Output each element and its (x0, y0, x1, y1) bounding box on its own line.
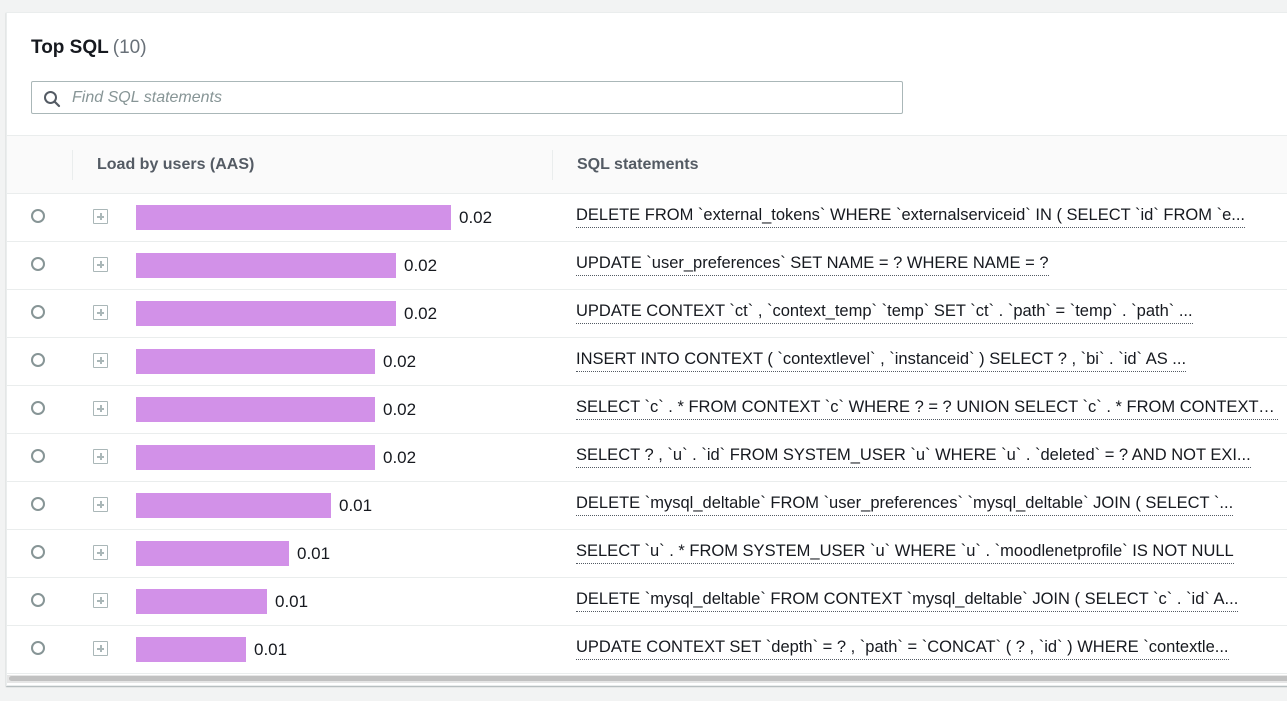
row-select-radio[interactable] (31, 353, 45, 367)
expand-icon[interactable] (93, 449, 108, 464)
row-select-radio[interactable] (31, 449, 45, 463)
sql-statement-link[interactable]: UPDATE `user_preferences` SET NAME = ? W… (576, 254, 1049, 276)
sql-statement-link[interactable]: SELECT `u` . * FROM SYSTEM_USER `u` WHER… (576, 542, 1234, 564)
search-input[interactable] (72, 82, 892, 113)
sql-statement-link[interactable]: DELETE `mysql_deltable` FROM CONTEXT `my… (576, 590, 1239, 612)
column-header-sql[interactable]: SQL statements (577, 156, 699, 173)
row-select-radio[interactable] (31, 257, 45, 271)
column-divider[interactable] (72, 150, 73, 180)
column-header-load[interactable]: Load by users (AAS) (97, 156, 255, 173)
load-value: 0.02 (404, 256, 438, 275)
load-bar (136, 397, 375, 422)
search-icon (44, 91, 61, 108)
expand-icon[interactable] (93, 641, 108, 656)
table-row[interactable]: 0.02 SELECT ? , `u` . `id` FROM SYSTEM_US… (7, 433, 1287, 482)
load-value: 0.02 (459, 208, 493, 227)
sql-statement-link[interactable]: SELECT ? , `u` . `id` FROM SYSTEM_USER `… (576, 446, 1251, 468)
load-bar (136, 205, 451, 230)
load-bar (136, 253, 396, 278)
expand-icon[interactable] (93, 497, 108, 512)
load-bar (136, 589, 267, 614)
load-bar (136, 541, 289, 566)
row-select-radio[interactable] (31, 593, 45, 607)
expand-icon[interactable] (93, 545, 108, 560)
load-bar (136, 637, 246, 662)
horizontal-scrollbar[interactable] (7, 675, 1287, 683)
load-bar (136, 301, 396, 326)
row-select-radio[interactable] (31, 497, 45, 511)
top-sql-panel: Top SQL(10) Load by users (AAS) SQL stat… (6, 12, 1287, 686)
table-row[interactable]: 0.02 SELECT `c` . * FROM CONTEXT `c` WHER… (7, 385, 1287, 434)
table-row[interactable]: 0.01 DELETE `mysql_deltable` FROM `user_p… (7, 481, 1287, 530)
sql-statement-link[interactable]: UPDATE CONTEXT `ct` , `context_temp` `te… (576, 302, 1193, 324)
table-row[interactable]: 0.01 DELETE `mysql_deltable` FROM CONTEXT… (7, 577, 1287, 626)
sql-statement-link[interactable]: INSERT INTO CONTEXT ( `contextlevel` , `… (576, 350, 1187, 372)
scrollbar-thumb[interactable] (9, 676, 1287, 681)
table-header: Load by users (AAS) SQL statements (7, 135, 1287, 194)
table-row[interactable]: 0.01 SELECT `u` . * FROM SYSTEM_USER `u` … (7, 529, 1287, 578)
load-bar (136, 445, 375, 470)
expand-icon[interactable] (93, 401, 108, 416)
expand-icon[interactable] (93, 593, 108, 608)
load-value: 0.02 (383, 400, 417, 419)
search-box[interactable] (31, 81, 903, 114)
panel-title: Top SQL (31, 37, 109, 58)
sql-statement-link[interactable]: SELECT `c` . * FROM CONTEXT `c` WHERE ? … (576, 398, 1278, 420)
load-value: 0.01 (275, 592, 309, 611)
load-value: 0.02 (383, 352, 417, 371)
expand-icon[interactable] (93, 209, 108, 224)
load-value: 0.01 (339, 496, 373, 515)
row-select-radio[interactable] (31, 209, 45, 223)
statement-count: (10) (112, 37, 147, 58)
load-bar (136, 349, 375, 374)
load-value: 0.02 (404, 304, 438, 323)
expand-icon[interactable] (93, 305, 108, 320)
expand-icon[interactable] (93, 257, 108, 272)
table-row[interactable]: 0.02 UPDATE CONTEXT `ct` , `context_temp`… (7, 289, 1287, 338)
column-divider[interactable] (552, 150, 553, 180)
table-row[interactable]: 0.01 UPDATE CONTEXT SET `depth` = ? , `pa… (7, 625, 1287, 674)
sql-statement-link[interactable]: DELETE FROM `external_tokens` WHERE `ext… (576, 206, 1246, 228)
row-select-radio[interactable] (31, 401, 45, 415)
row-select-radio[interactable] (31, 641, 45, 655)
row-select-radio[interactable] (31, 305, 45, 319)
table-row[interactable]: 0.02 INSERT INTO CONTEXT ( `contextlevel`… (7, 337, 1287, 386)
table-row[interactable]: 0.02 DELETE FROM `external_tokens` WHERE … (7, 193, 1287, 242)
table-row[interactable]: 0.02 UPDATE `user_preferences` SET NAME =… (7, 241, 1287, 290)
expand-icon[interactable] (93, 353, 108, 368)
sql-statement-link[interactable]: DELETE `mysql_deltable` FROM `user_prefe… (576, 494, 1234, 516)
load-value: 0.01 (254, 640, 288, 659)
sql-statement-link[interactable]: UPDATE CONTEXT SET `depth` = ? , `path` … (576, 638, 1229, 660)
panel-header: Top SQL (10) (31, 37, 147, 59)
load-value: 0.01 (297, 544, 331, 563)
load-bar (136, 493, 331, 518)
row-select-radio[interactable] (31, 545, 45, 559)
load-value: 0.02 (383, 448, 417, 467)
